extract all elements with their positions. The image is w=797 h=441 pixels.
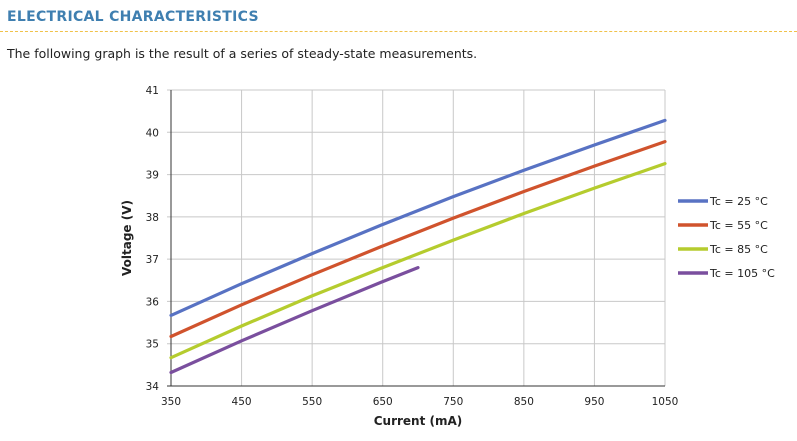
legend-label: Tc = 25 °C bbox=[709, 195, 768, 208]
x-tick-label: 950 bbox=[584, 396, 604, 408]
x-tick-label: 450 bbox=[232, 396, 252, 408]
y-tick-label: 39 bbox=[146, 170, 159, 182]
y-tick-label: 38 bbox=[146, 212, 159, 224]
legend-label: Tc = 85 °C bbox=[709, 243, 768, 256]
y-tick-label: 41 bbox=[146, 85, 159, 97]
y-tick-label: 34 bbox=[146, 381, 160, 393]
series-line-1 bbox=[169, 118, 667, 317]
chart-legend: Tc = 25 °C Tc = 55 °C Tc = 85 °C Tc = 105 °… bbox=[678, 195, 775, 280]
intro-text: The following graph is the result of a s… bbox=[7, 46, 478, 61]
x-axis-title: Current (mA) bbox=[374, 414, 463, 428]
section-heading: ELECTRICAL CHARACTERISTICS bbox=[7, 9, 259, 25]
legend-label: Tc = 105 °C bbox=[709, 267, 775, 280]
series-line-3 bbox=[169, 162, 667, 360]
series-line-2 bbox=[169, 140, 667, 339]
chart-tick-labels: 350 450 550 650 750 850 950 1050 34 35 36 37 38 39 40 4… bbox=[146, 85, 679, 408]
x-tick-label: 550 bbox=[302, 396, 322, 408]
heading-divider bbox=[0, 31, 797, 32]
y-tick-label: 40 bbox=[146, 127, 159, 139]
legend-label: Tc = 55 °C bbox=[709, 219, 768, 232]
x-tick-label: 850 bbox=[514, 396, 534, 408]
x-tick-label: 750 bbox=[443, 396, 463, 408]
series-line-4 bbox=[169, 266, 420, 375]
y-tick-label: 37 bbox=[146, 254, 159, 266]
x-tick-label: 650 bbox=[373, 396, 393, 408]
chart-series bbox=[169, 118, 667, 375]
y-tick-label: 35 bbox=[146, 339, 159, 351]
y-tick-label: 36 bbox=[146, 296, 160, 308]
y-axis-title: Voltage (V) bbox=[120, 200, 134, 276]
x-tick-label: 350 bbox=[161, 396, 181, 408]
x-tick-label: 1050 bbox=[652, 396, 679, 408]
